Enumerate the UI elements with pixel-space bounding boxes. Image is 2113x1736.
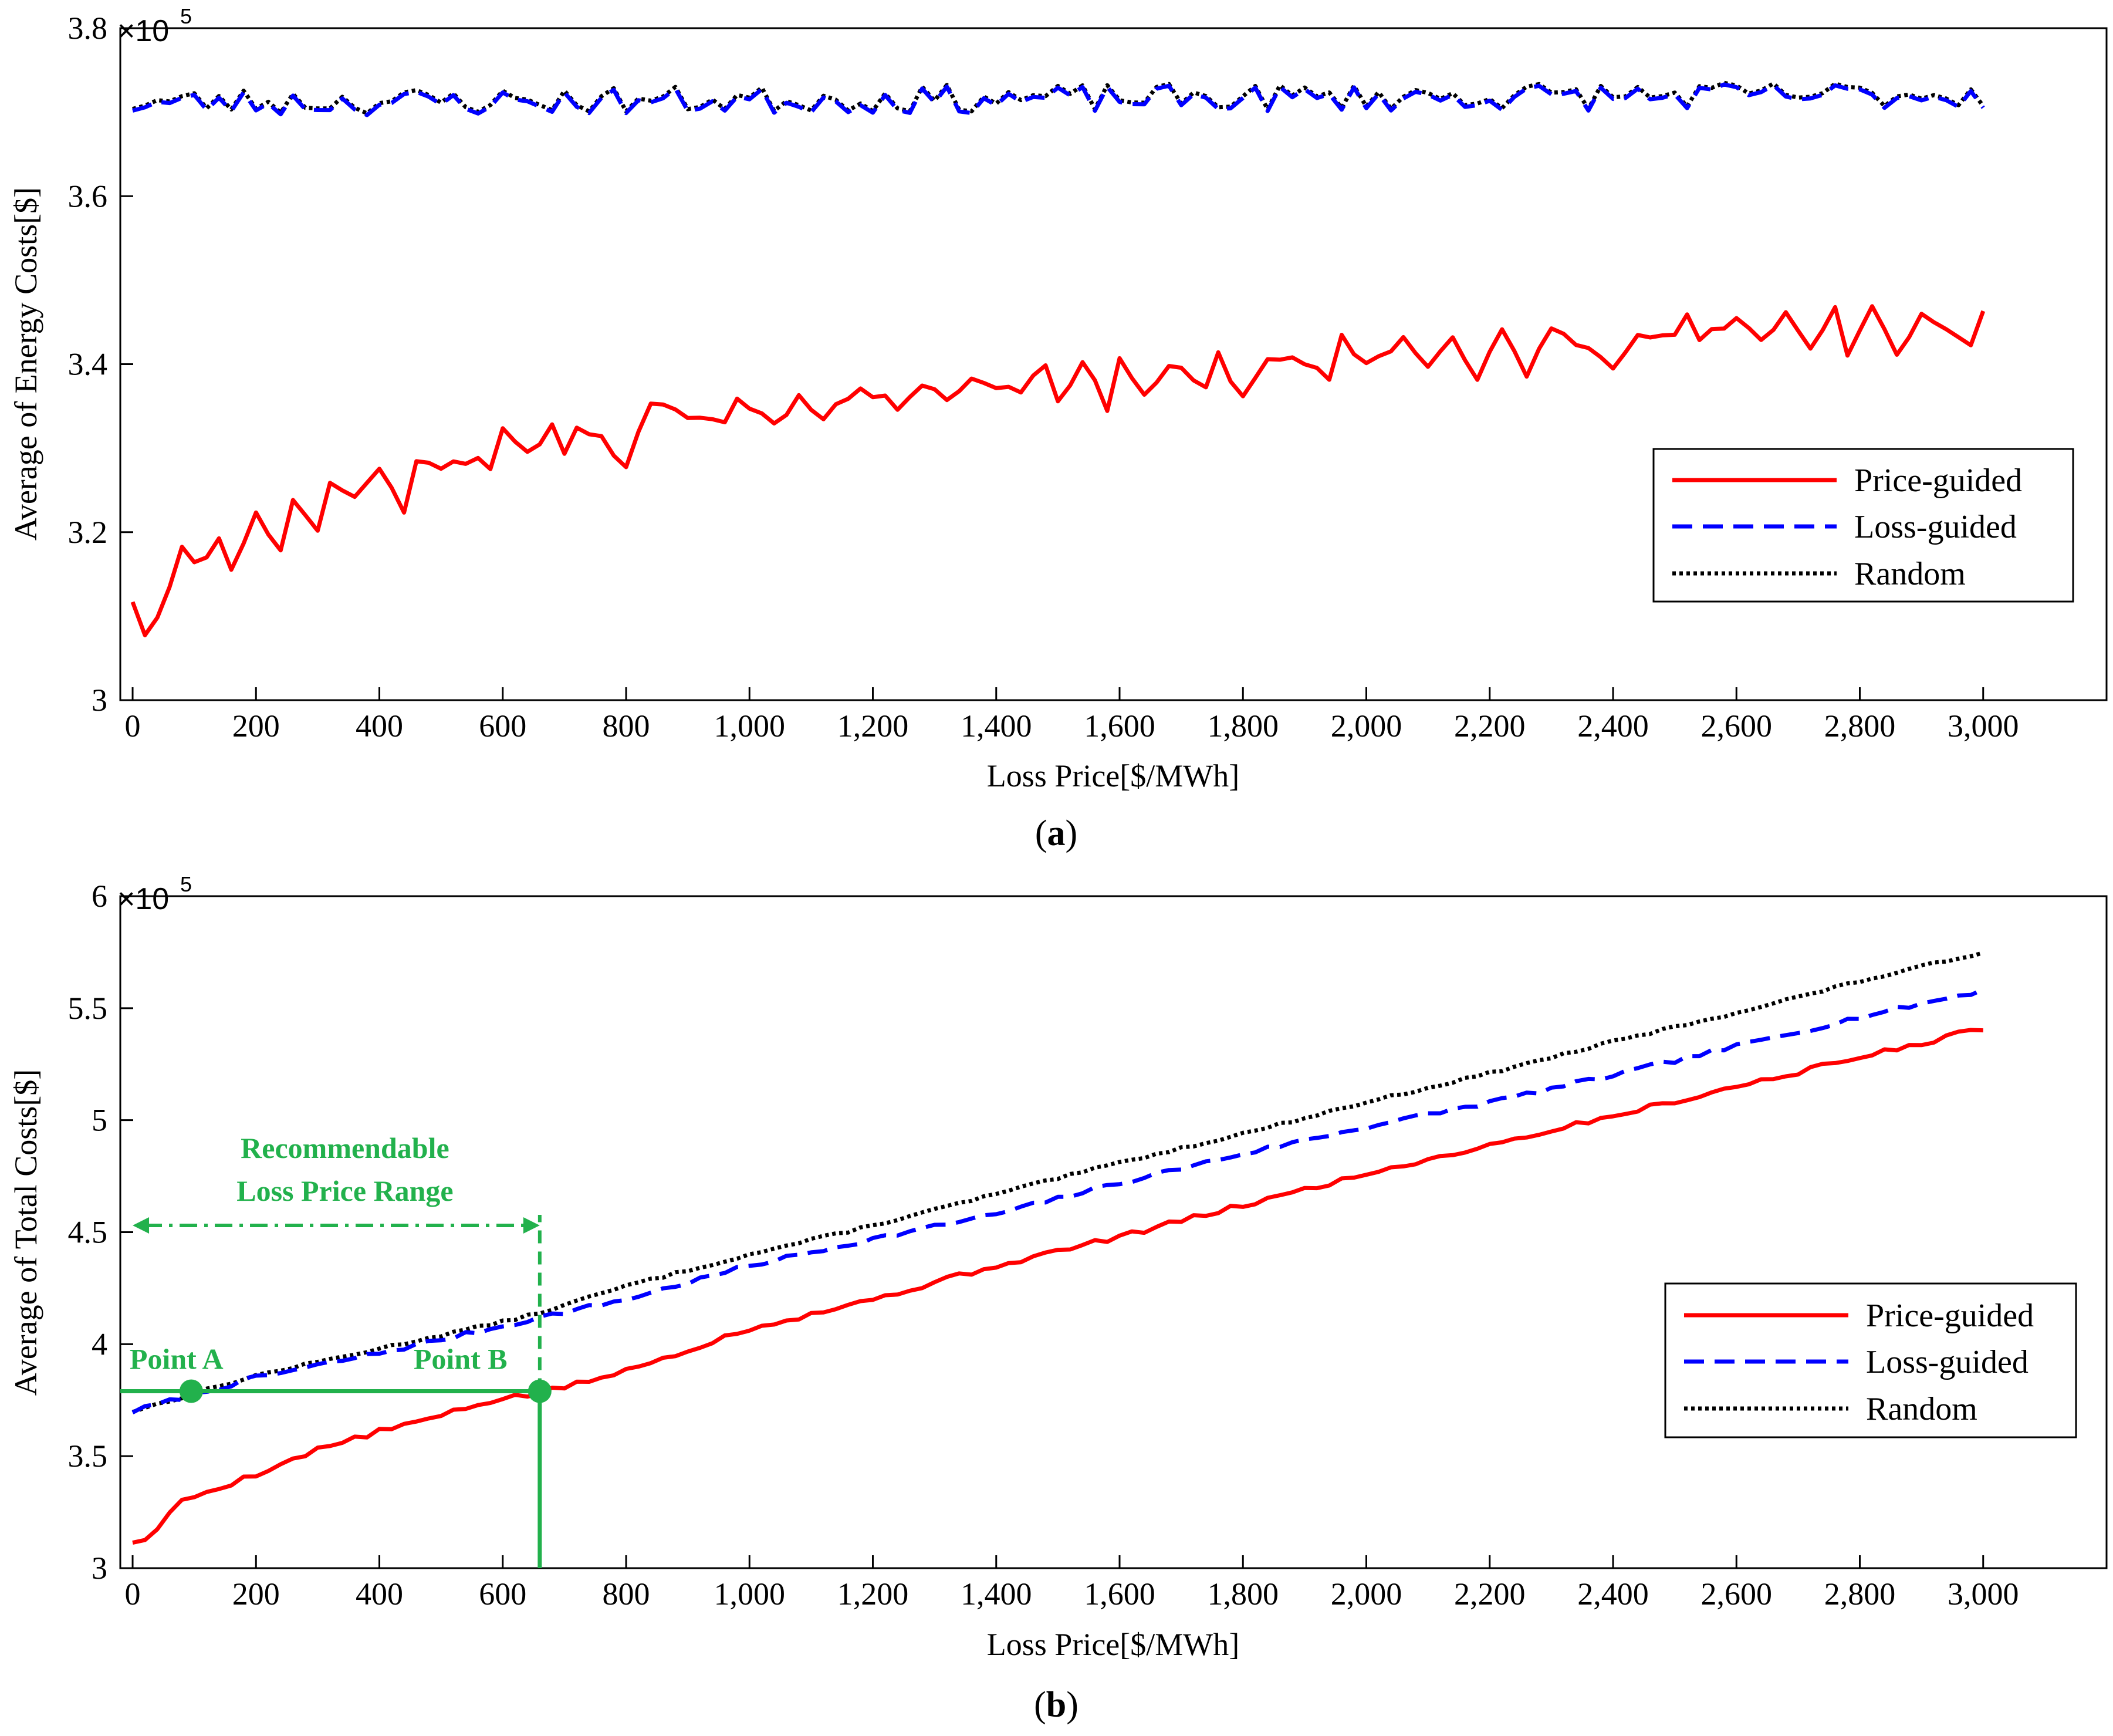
x-tick-label-b: 2,800 [1824, 1576, 1896, 1612]
x-tick-label-b: 2,200 [1454, 1576, 1526, 1612]
series-line-price-guided-b [132, 1028, 1983, 1545]
y-tick-label-a: 3.8 [68, 11, 108, 46]
x-tick-label-b: 800 [603, 1576, 650, 1612]
x-tick-label-b: 0 [125, 1576, 141, 1612]
x-tick-label-b: 2,600 [1701, 1576, 1773, 1612]
x-tick-label-b: 2,000 [1331, 1576, 1402, 1612]
x-tick-label-b: 1,000 [714, 1576, 786, 1612]
y-tick-label-b: 4.5 [68, 1215, 108, 1250]
series-line-loss-guided-b [131, 987, 1984, 1414]
x-tick-label-a: 0 [125, 708, 141, 744]
x-tick-label-a: 1,000 [714, 708, 786, 744]
y-multiplier-a: ×10 [117, 14, 169, 48]
x-tick-label-a: 600 [479, 708, 526, 744]
x-axis-label-b: Loss Price[$/MWh] [987, 1627, 1239, 1662]
y-axis-label-a: Average of Energy Costs[$] [8, 187, 43, 541]
axis-ticks-b: 0 200 400 600 800 1,000 1,200 1,400 1,600 1,800 2,… [68, 879, 2019, 1612]
plot-frame-b [119, 895, 2108, 1569]
x-tick-label-a: 3,000 [1948, 708, 2019, 744]
y-tick-label-a: 3.2 [68, 515, 108, 550]
range-title-line2: Loss Price Range [236, 1174, 453, 1207]
x-tick-label-b: 1,800 [1208, 1576, 1279, 1612]
range-title-line1: Recommendable [241, 1132, 449, 1164]
y-tick-label-b: 5 [92, 1103, 107, 1138]
chart-panel-a: 0 200 400 600 800 1,000 1,200 1,400 1,600 1,800 2,… [8, 4, 2108, 853]
y-multiplier-exponent-a: 5 [180, 4, 192, 28]
y-tick-label-a: 3.6 [68, 178, 108, 214]
legend-label-loss-guided-b: Loss-guided [1866, 1344, 2029, 1380]
y-tick-label-b: 3 [92, 1551, 107, 1586]
range-arrow-head-left [133, 1217, 150, 1234]
point-a-marker [179, 1379, 203, 1403]
caption-b: (b) [1034, 1685, 1079, 1725]
y-multiplier-exponent-b: 5 [180, 872, 192, 896]
x-tick-label-a: 400 [356, 708, 403, 744]
point-a-label: Point A [130, 1342, 224, 1375]
caption-a: (a) [1035, 813, 1077, 853]
y-tick-label-b: 6 [92, 879, 107, 914]
x-tick-label-b: 1,400 [961, 1576, 1032, 1612]
chart-panel-b: 0 200 400 600 800 1,000 1,200 1,400 1,600 1,800 2,… [8, 872, 2108, 1725]
legend-box-a [1652, 448, 2074, 603]
y-tick-label-b: 3.5 [68, 1438, 108, 1474]
y-axis-label-b: Average of Total Costs[$] [8, 1069, 43, 1396]
series-line-random-b [131, 950, 1984, 1414]
x-tick-label-b: 1,200 [837, 1576, 909, 1612]
x-tick-label-a: 2,200 [1454, 708, 1526, 744]
x-tick-label-b: 2,400 [1577, 1576, 1649, 1612]
series-group-a [130, 80, 1986, 637]
axis-ticks-a: 0 200 400 600 800 1,000 1,200 1,400 1,600 1,800 2,… [68, 11, 2019, 744]
x-tick-label-b: 200 [232, 1576, 280, 1612]
x-tick-label-a: 1,600 [1084, 708, 1155, 744]
legend-label-random-b: Random [1866, 1391, 1977, 1427]
x-tick-label-b: 3,000 [1948, 1576, 2019, 1612]
point-b-label: Point B [414, 1342, 508, 1375]
x-tick-label-a: 1,400 [961, 708, 1032, 744]
annotations-b: Point A Point B Recommendable Loss Price Ra… [120, 1132, 552, 1568]
x-tick-label-a: 2,000 [1331, 708, 1402, 744]
legend-label-random-a: Random [1854, 556, 1966, 592]
x-tick-label-a: 800 [603, 708, 650, 744]
x-axis-label-a: Loss Price[$/MWh] [987, 758, 1239, 793]
legend-b: Price-guided Loss-guided Random [1664, 1282, 2077, 1438]
y-tick-label-a: 3 [92, 683, 107, 718]
x-tick-label-a: 200 [232, 708, 280, 744]
caption-letter-b: b [1046, 1685, 1066, 1725]
y-tick-label-b: 4 [92, 1326, 107, 1362]
legend-label-price-guided-b: Price-guided [1866, 1298, 2034, 1334]
y-multiplier-b: ×10 [117, 882, 169, 916]
series-line-loss-guided-a [132, 82, 1985, 117]
x-tick-label-b: 600 [479, 1576, 526, 1612]
legend-a: Price-guided Loss-guided Random [1652, 448, 2074, 603]
x-tick-label-b: 1,600 [1084, 1576, 1155, 1612]
x-tick-label-b: 400 [356, 1576, 403, 1612]
range-arrow-head-right [523, 1217, 540, 1234]
series-group-b [131, 950, 1984, 1545]
legend-label-loss-guided-a: Loss-guided [1854, 509, 2017, 545]
x-tick-label-a: 1,200 [837, 708, 909, 744]
x-tick-label-a: 2,400 [1577, 708, 1649, 744]
x-tick-label-a: 2,800 [1824, 708, 1896, 744]
caption-letter-a: a [1047, 813, 1066, 853]
series-line-price-guided-a [130, 304, 1986, 637]
x-tick-label-a: 2,600 [1701, 708, 1773, 744]
point-b-marker [528, 1379, 552, 1403]
y-tick-label-a: 3.4 [68, 347, 108, 382]
legend-label-price-guided-a: Price-guided [1854, 462, 2022, 499]
y-tick-label-b: 5.5 [68, 991, 108, 1026]
x-tick-label-a: 1,800 [1208, 708, 1279, 744]
